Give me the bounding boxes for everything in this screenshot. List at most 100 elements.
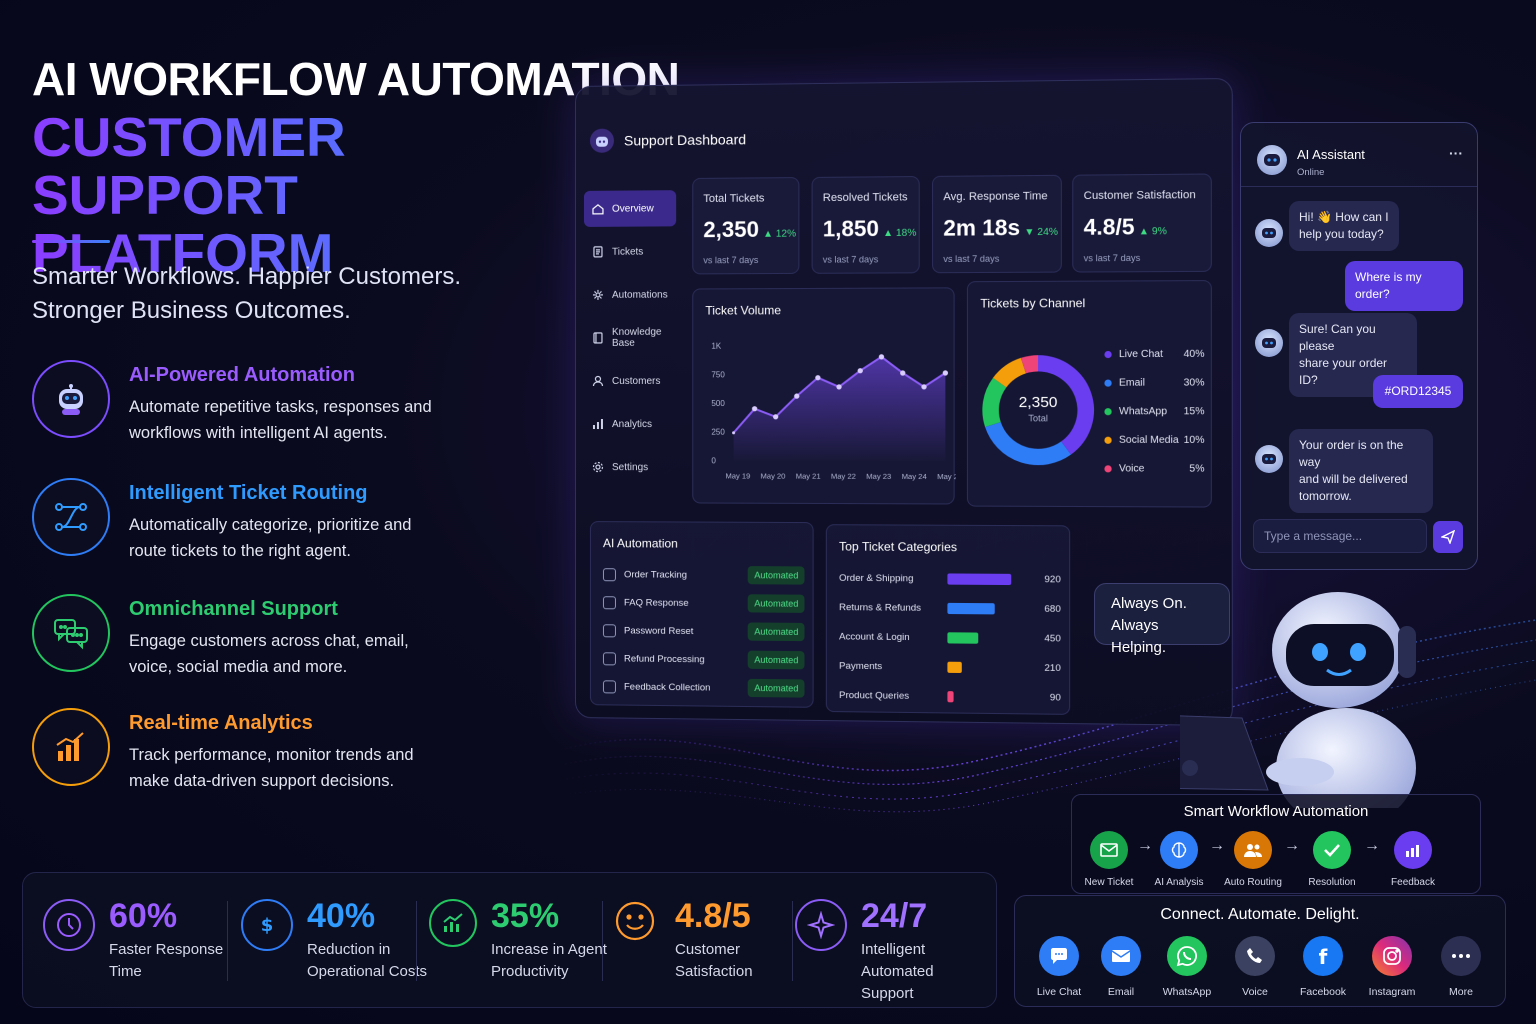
channel-voice[interactable]: Voice: [1223, 936, 1287, 998]
book-icon: [592, 332, 604, 344]
feature-analytics: Real-time Analytics Track performance, m…: [32, 708, 502, 798]
legend-percent: 10%: [1184, 435, 1205, 446]
check-icon: [1313, 831, 1351, 869]
automation-status-badge: Automated: [748, 566, 804, 585]
y-tick-label: 750: [711, 370, 725, 379]
channel-label: Voice: [1223, 986, 1287, 998]
kpi-total-tickets: Total Tickets 2,350 ▲ 12% vs last 7 days: [692, 177, 799, 274]
nav-customers[interactable]: Customers: [584, 363, 676, 399]
automation-label: FAQ Response: [624, 597, 689, 609]
automation-label: Password Reset: [624, 625, 693, 637]
nav-overview[interactable]: Overview: [584, 190, 676, 227]
nav-automations[interactable]: Automations: [584, 277, 676, 313]
ai-assistant-chat: AI Assistant Online ··· Hi! 👋 How can Ih…: [1240, 122, 1478, 570]
kpi-number: 2,350: [703, 217, 759, 243]
workflow-step-label: Feedback: [1373, 877, 1453, 888]
stat-cost-reduction: $ 40% Reduction in Operational Costs: [221, 873, 417, 1009]
stat-label-line: Support: [861, 983, 1001, 1005]
brain-icon: [1160, 831, 1198, 869]
speech-bubble: Always On. Always Helping.: [1094, 583, 1230, 645]
category-bar: [947, 691, 953, 702]
data-point: [773, 414, 778, 419]
automation-row[interactable]: Refund Processing Automated: [603, 646, 805, 672]
automation-row[interactable]: Password Reset Automated: [603, 618, 805, 644]
send-button[interactable]: [1433, 521, 1463, 553]
chat-message-input[interactable]: Type a message...: [1253, 519, 1427, 553]
kpi-resolved-tickets: Resolved Tickets 1,850 ▲ 18% vs last 7 da…: [812, 176, 920, 274]
stat-value: 24/7: [861, 897, 927, 936]
data-point: [732, 431, 735, 434]
chat-status: Online: [1297, 167, 1324, 178]
ticket-volume-title: Ticket Volume: [705, 303, 781, 317]
kpi-response-time: Avg. Response Time 2m 18s ▼ 24% vs last 7…: [932, 175, 1062, 273]
workflow-step-label: Auto Routing: [1213, 877, 1293, 888]
stat-productivity: 35% Increase in Agent Productivity: [409, 873, 603, 1009]
x-tick-label: May 19: [726, 471, 751, 480]
lock-icon: [603, 652, 616, 665]
automation-status-badge: Automated: [748, 651, 804, 670]
y-tick-label: 0: [711, 456, 716, 465]
nav-knowledge-base[interactable]: Knowledge Base: [584, 320, 676, 356]
channel-instagram[interactable]: Instagram: [1360, 936, 1424, 998]
live-chat-icon: [1039, 936, 1079, 976]
category-label: Returns & Refunds: [839, 602, 947, 614]
workflow-step-auto-routing[interactable]: Auto Routing: [1213, 831, 1293, 888]
automation-row[interactable]: Feedback Collection Automated: [603, 674, 805, 700]
channel-label: Email: [1089, 986, 1153, 998]
nav-analytics[interactable]: Analytics: [584, 406, 676, 442]
nav-label: Tickets: [612, 246, 643, 257]
data-point: [815, 375, 820, 380]
automation-row[interactable]: Order Tracking Automated: [603, 562, 805, 587]
nav-label: Analytics: [612, 419, 652, 430]
hero-divider: [32, 240, 110, 243]
automation-row[interactable]: FAQ Response Automated: [603, 590, 805, 616]
data-point: [836, 384, 841, 389]
clock-icon: [43, 899, 95, 951]
analytics-icon: [592, 418, 604, 430]
channel-legend: Live Chat 40% Email 30% WhatsApp 15% Social Me…: [968, 281, 1211, 282]
data-point: [752, 406, 757, 411]
legend-label: Social Media: [1119, 435, 1179, 446]
kpi-delta: ▼ 24%: [1024, 227, 1058, 238]
data-point: [943, 370, 948, 375]
donut-center: 2,350 Total: [989, 394, 1088, 424]
kpi-footnote: vs last 7 days: [1084, 253, 1141, 264]
data-point: [858, 368, 863, 373]
bot-avatar: [1255, 329, 1283, 357]
x-tick-label: May 20: [761, 471, 786, 480]
kpi-delta: ▲ 12%: [763, 229, 796, 240]
workflow-step-feedback[interactable]: Feedback: [1373, 831, 1453, 888]
lock-icon: [603, 624, 616, 637]
tickets-by-channel-panel: Tickets by Channel 2,350 Total Live Chat…: [967, 280, 1212, 507]
channel-more[interactable]: More: [1429, 936, 1493, 998]
category-label: Payments: [839, 660, 947, 672]
automation-status-badge: Automated: [748, 679, 804, 698]
channel-label: Facebook: [1291, 986, 1355, 998]
smart-workflow-panel: Smart Workflow Automation New Ticket → A…: [1071, 794, 1481, 894]
hero-tagline: Smarter Workflows. Happier Customers. St…: [32, 260, 502, 328]
workflow-step-ai-analysis[interactable]: AI Analysis: [1139, 831, 1219, 888]
kpi-label: Customer Satisfaction: [1084, 189, 1196, 202]
feature-desc-line: Track performance, monitor trends and: [129, 742, 489, 768]
stat-value: 60%: [109, 897, 177, 936]
kpi-label: Total Tickets: [703, 192, 764, 205]
ticket-icon: [592, 246, 604, 258]
nav-settings[interactable]: Settings: [584, 449, 676, 485]
kpi-number: 1,850: [823, 216, 879, 242]
stat-label-line: Intelligent Automated: [861, 939, 1001, 983]
ai-automation-panel: AI Automation Order Tracking Automated FA…: [590, 521, 814, 708]
channel-live-chat[interactable]: Live Chat: [1027, 936, 1091, 998]
channel-facebook[interactable]: f Facebook: [1291, 936, 1355, 998]
legend-swatch: [1104, 380, 1111, 387]
feature-title: Real-time Analytics: [129, 712, 313, 735]
chat-message-bot: Your order is on the way and will be deli…: [1289, 429, 1433, 513]
chat-menu-button[interactable]: ···: [1449, 145, 1463, 161]
donut-total-value: 2,350: [989, 394, 1088, 411]
channel-whatsapp[interactable]: WhatsApp: [1155, 936, 1219, 998]
channel-email[interactable]: Email: [1089, 936, 1153, 998]
nav-tickets[interactable]: Tickets: [584, 233, 676, 270]
workflow-step-resolution[interactable]: Resolution: [1292, 831, 1372, 888]
top-categories-title: Top Ticket Categories: [839, 539, 957, 554]
svg-text:$: $: [261, 915, 274, 936]
workflow-step-label: New Ticket: [1069, 877, 1149, 888]
